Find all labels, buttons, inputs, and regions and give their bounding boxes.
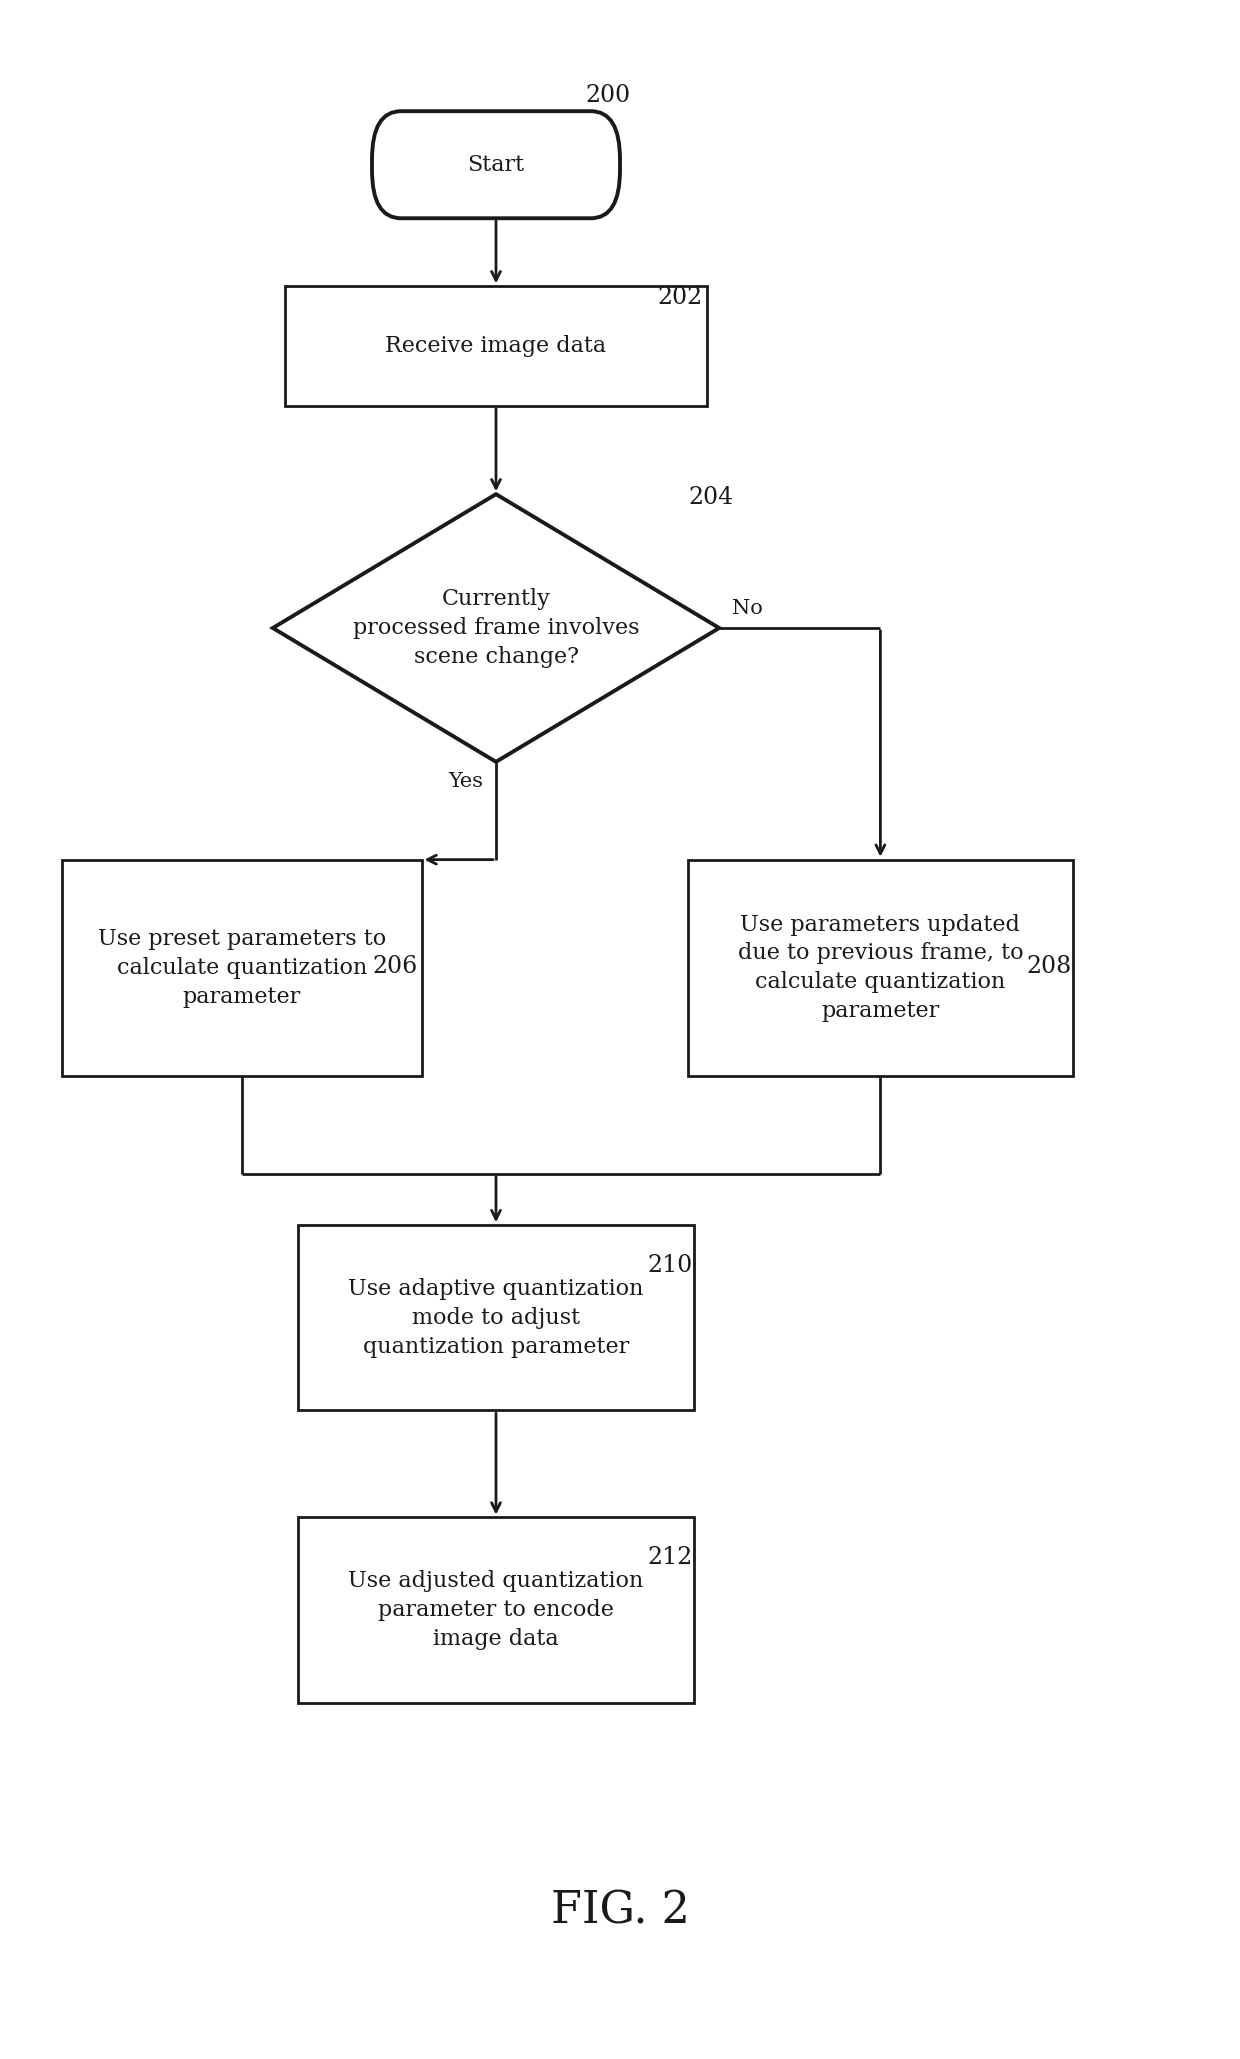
Text: 212: 212 — [647, 1546, 693, 1569]
Text: 206: 206 — [372, 955, 417, 978]
Bar — [285, 286, 707, 406]
Polygon shape — [273, 494, 719, 762]
Text: Yes: Yes — [449, 772, 484, 791]
Bar — [62, 861, 422, 1075]
Text: 202: 202 — [657, 286, 702, 309]
Text: 200: 200 — [585, 84, 630, 107]
Bar — [688, 861, 1073, 1075]
Bar — [298, 1225, 694, 1410]
Text: 210: 210 — [647, 1254, 692, 1277]
Text: Start: Start — [467, 154, 525, 175]
Bar — [298, 1517, 694, 1703]
Text: 208: 208 — [1027, 955, 1071, 978]
Text: Use adjusted quantization
parameter to encode
image data: Use adjusted quantization parameter to e… — [348, 1571, 644, 1649]
Text: No: No — [732, 599, 763, 618]
Text: Receive image data: Receive image data — [386, 336, 606, 356]
Text: FIG. 2: FIG. 2 — [551, 1890, 689, 1931]
Text: 204: 204 — [688, 486, 733, 509]
Text: Use parameters updated
due to previous frame, to
calculate quantization
paramete: Use parameters updated due to previous f… — [738, 914, 1023, 1021]
Text: Use adaptive quantization
mode to adjust
quantization parameter: Use adaptive quantization mode to adjust… — [348, 1279, 644, 1357]
FancyBboxPatch shape — [372, 111, 620, 218]
Text: Use preset parameters to
calculate quantization
parameter: Use preset parameters to calculate quant… — [98, 929, 386, 1007]
Text: Currently
processed frame involves
scene change?: Currently processed frame involves scene… — [352, 589, 640, 667]
